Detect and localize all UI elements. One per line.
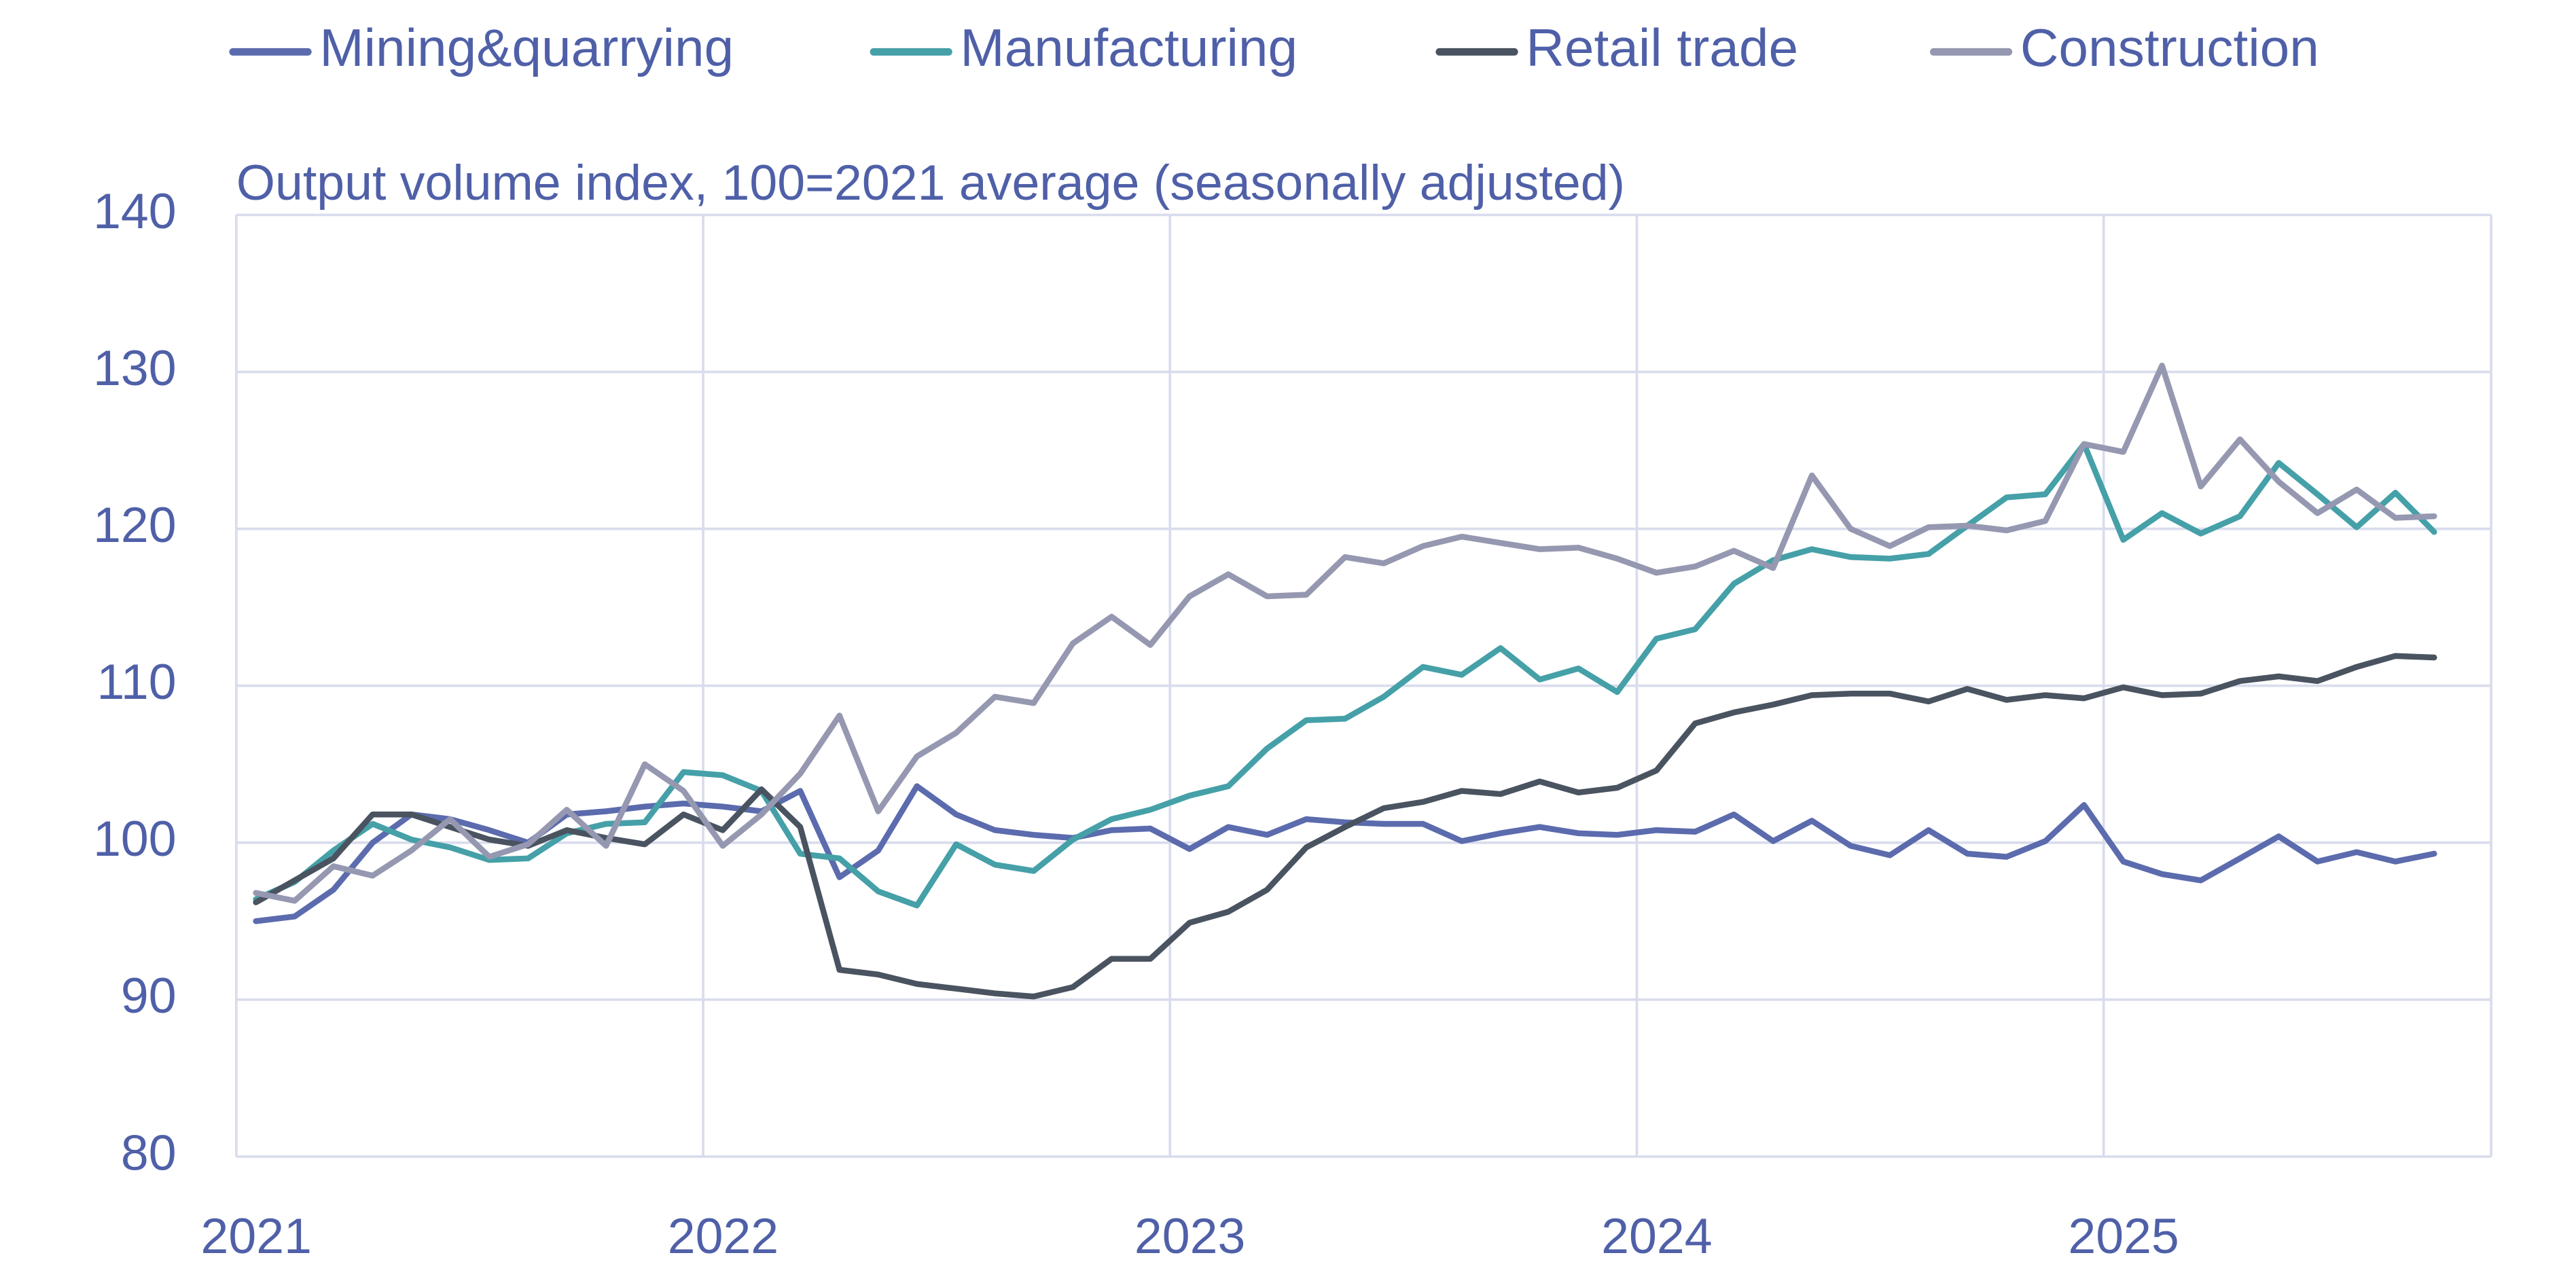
legend-label: Mining&quarrying (319, 18, 734, 77)
y-tick-label: 140 (93, 183, 177, 239)
x-tick-label: 2022 (668, 1208, 779, 1264)
y-tick-label: 100 (93, 810, 177, 867)
series-line (253, 653, 2437, 1000)
y-tick-label: 110 (97, 653, 177, 710)
y-tick-label: 90 (121, 967, 177, 1024)
y-tick-label: 130 (93, 340, 177, 396)
chart-subtitle: Output volume index, 100=2021 average (s… (236, 154, 1625, 211)
series-line (253, 362, 2437, 904)
y-tick-label: 80 (121, 1124, 177, 1180)
legend-label: Construction (2020, 18, 2319, 77)
x-tick-label: 2025 (2068, 1208, 2179, 1264)
x-tick-label: 2021 (201, 1208, 312, 1264)
x-tick-label: 2023 (1134, 1208, 1245, 1264)
series-line (253, 783, 2437, 924)
x-tick-label: 2024 (1601, 1208, 1712, 1264)
y-tick-label: 120 (93, 496, 177, 553)
legend-label: Manufacturing (960, 18, 1298, 77)
legend-label: Retail trade (1526, 18, 1798, 77)
